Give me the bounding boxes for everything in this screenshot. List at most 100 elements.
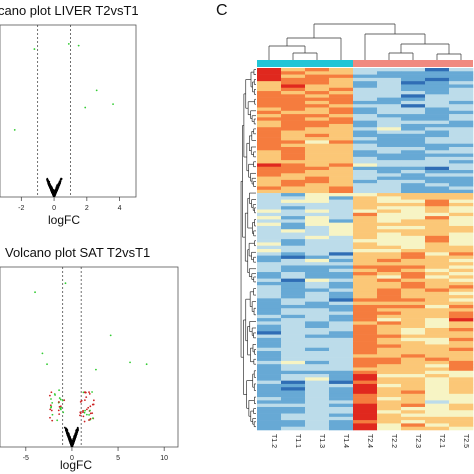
heatmap-cell: [305, 357, 330, 362]
heatmap-cell: [425, 295, 450, 299]
heatmap-cell: [305, 403, 330, 408]
heatmap-cell: [281, 308, 306, 312]
heatmap-cell: [377, 413, 402, 418]
heatmap-cell: [257, 176, 282, 181]
heatmap-cell: [329, 403, 354, 408]
heatmap-cell: [305, 130, 330, 135]
heatmap-cell: [353, 423, 378, 428]
heatmap-cell: [425, 400, 450, 404]
heatmap-cell: [353, 380, 378, 385]
heatmap-cell: [281, 285, 306, 289]
heatmap-cell: [425, 222, 450, 227]
heatmap-cell: [425, 193, 450, 197]
heatmap-cell: [305, 232, 330, 237]
heatmap-cell: [425, 107, 450, 112]
heatmap-cell: [281, 87, 306, 92]
heatmap-cell: [257, 304, 282, 309]
heatmap-cell: [305, 413, 330, 418]
heatmap-cell: [305, 91, 330, 95]
point-ns: [73, 438, 75, 441]
column-label: T1.3: [318, 434, 325, 448]
heatmap-cell: [281, 114, 306, 118]
heatmap-cell: [449, 68, 474, 72]
heatmap-cell: [425, 380, 450, 385]
heatmap-cell: [449, 370, 474, 375]
heatmap-cell: [257, 216, 282, 220]
point-highlight: [50, 391, 53, 394]
heatmap-cell: [449, 400, 474, 404]
heatmap-cell: [281, 327, 306, 332]
heatmap-cell: [305, 97, 330, 102]
heatmap-cell: [257, 229, 282, 233]
heatmap-cell: [305, 189, 330, 194]
heatmap-cell: [329, 252, 354, 256]
heatmap-cell: [281, 318, 306, 322]
heatmap-cell: [257, 137, 282, 141]
heatmap-cell: [353, 166, 378, 171]
heatmap-cell: [449, 262, 474, 266]
heatmap-cell: [377, 212, 402, 217]
heatmap-cell: [377, 77, 402, 82]
column-label: T1.1: [294, 434, 301, 448]
point-ns: [51, 191, 54, 194]
heatmap-cell: [281, 133, 306, 138]
heatmap-cell: [449, 91, 474, 95]
point-highlight: [92, 399, 95, 402]
heatmap-cell: [281, 156, 306, 161]
heatmap-cell: [353, 364, 378, 368]
sat-volcano-plot: -5 0 5 10: [0, 266, 179, 462]
heatmap-cell: [377, 100, 402, 105]
heatmap-cell: [377, 153, 402, 158]
heatmap-cell: [425, 377, 450, 381]
heatmap-cell: [329, 390, 354, 395]
heatmap-cell: [377, 275, 402, 279]
heatmap-cell: [377, 262, 402, 266]
heatmap-cell: [281, 420, 306, 424]
heatmap-cell: [329, 347, 354, 352]
heatmap-cell: [401, 186, 426, 191]
heatmap-cell: [305, 143, 330, 148]
heatmap-cell: [449, 265, 474, 270]
heatmap-cell: [305, 216, 330, 220]
heatmap-cell: [425, 130, 450, 135]
heatmap-cell: [305, 288, 330, 293]
heatmap-cell: [353, 212, 378, 217]
heatmap-cell: [401, 285, 426, 289]
heatmap-cell: [377, 150, 402, 154]
heatmap-cell: [425, 262, 450, 266]
heatmap-cell: [377, 91, 402, 95]
heatmap-cell: [449, 281, 474, 286]
heatmap-cell: [449, 170, 474, 174]
heatmap-cell: [305, 74, 330, 79]
heatmap-cell: [257, 272, 282, 276]
point-highlight: [50, 398, 52, 400]
heatmap-cell: [257, 255, 282, 260]
heatmap-cell: [401, 179, 426, 184]
heatmap-cell: [305, 100, 330, 105]
heatmap-cell: [449, 123, 474, 128]
heatmap-cell: [377, 183, 402, 187]
heatmap-cell: [281, 222, 306, 227]
heatmap-cell: [425, 143, 450, 148]
heatmap-cell: [425, 216, 450, 220]
heatmap-cell: [353, 334, 378, 339]
point-ns: [74, 434, 76, 437]
heatmap-cell: [401, 160, 426, 164]
heatmap-cell: [305, 354, 330, 358]
heatmap-cell: [401, 318, 426, 322]
heatmap-cell: [257, 298, 282, 302]
heatmap-cell: [329, 123, 354, 128]
heatmap-cell: [281, 146, 306, 151]
heatmap-cell: [401, 249, 426, 253]
heatmap-cell: [281, 123, 306, 128]
point-highlight: [56, 419, 59, 422]
heatmap-cell: [329, 334, 354, 339]
heatmap-cell: [425, 196, 450, 200]
heatmap-cell: [377, 341, 402, 345]
heatmap-cell: [425, 298, 450, 302]
heatmap-cell: [425, 344, 450, 349]
heatmap-cell: [257, 275, 282, 279]
heatmap-cell: [425, 94, 450, 98]
heatmap-cell: [329, 370, 354, 375]
heatmap-cell: [353, 110, 378, 115]
